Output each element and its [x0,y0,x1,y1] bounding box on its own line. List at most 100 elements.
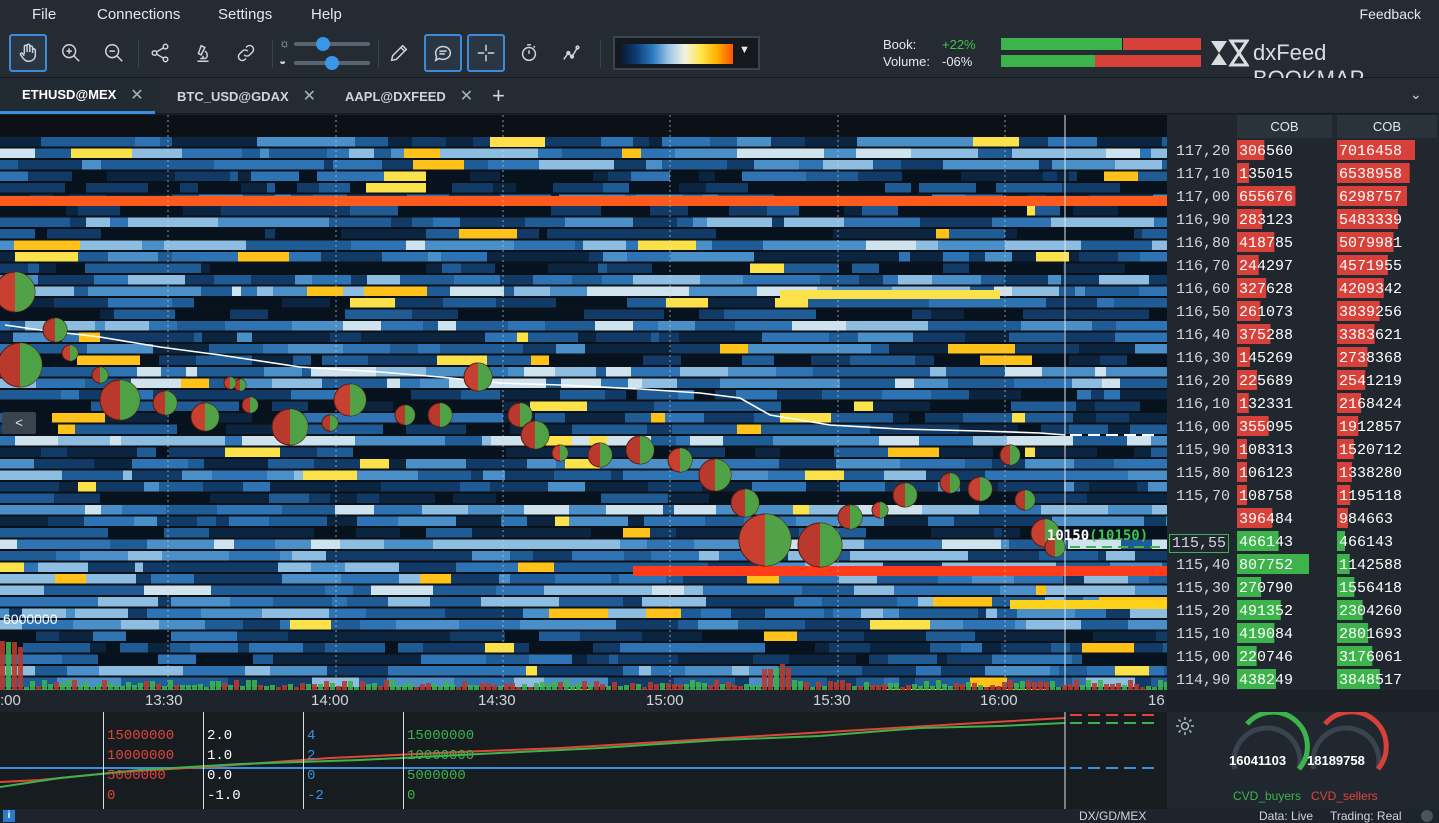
heatmap-cell [623,597,642,607]
zoom-out-button[interactable] [95,34,133,72]
heatmap-cell [172,298,194,308]
volume-bar [360,681,365,690]
heatmap-cell [625,413,651,423]
zoom-in-button[interactable] [52,34,90,72]
volume-bar [186,685,191,690]
add-tab-icon[interactable]: + [492,83,505,108]
heatmap-cell [1019,137,1048,147]
heatmap-cell [214,539,234,549]
cob-bar-right [1337,531,1345,551]
heatmap-cell [86,217,110,227]
heatmap-cell [169,413,211,423]
heatmap-cell [131,378,181,388]
stopwatch-button[interactable] [510,34,548,72]
heatmap-cell [0,620,22,630]
contrast-slider-knob[interactable] [325,56,339,70]
ladder-price: 115,00 [1176,649,1231,666]
tab-ethusd[interactable]: ETHUSD@MEX ✕ [0,78,155,114]
heatmap-cell [1050,666,1059,676]
heatmap-cell [1039,160,1052,170]
heatmap-cell [387,447,442,457]
heatmap-cell [1029,263,1040,273]
menu-help[interactable]: Help [311,6,342,23]
volume-bar [612,682,617,690]
indicator-pane[interactable]: 15000000 10000000 5000000 0 2.0 1.0 0.0 -1.0 4 2 0… [0,712,1167,809]
heatmap-cell [220,137,257,147]
heatmap-cell [601,217,620,227]
price-ladder[interactable]: COB COB 117,20 306560 7016458 117,10 135015 6… [1167,115,1439,690]
crosshair-button[interactable] [467,34,505,72]
hand-tool-button[interactable] [9,34,47,72]
heatmap-cell [73,620,121,630]
heatmap-cell [560,539,620,549]
pencil-button[interactable] [380,34,418,72]
close-icon[interactable]: ✕ [130,86,144,104]
heatmap-cell [487,355,531,365]
heatmap-cell [1033,378,1072,388]
menu-connections[interactable]: Connections [97,6,181,23]
collapse-panel-button[interactable]: < [2,412,36,434]
heatmap-cell [443,390,461,400]
tab-btc-usd[interactable]: BTC_USD@GDAX ✕ [155,78,323,114]
heatmap-cell [666,298,708,308]
cob-bar-left [1237,646,1257,666]
heatmap-cell [916,240,938,250]
chevron-down-icon[interactable]: ⌄ [1410,86,1422,102]
heatmap-cell [132,459,188,469]
close-icon[interactable]: ✕ [459,88,474,105]
ladder-price: 116,60 [1176,281,1231,298]
heatmap-cell [121,436,166,446]
heatmap-cell [623,470,681,480]
heatmap-cell [839,263,852,273]
heatmap-cell [743,275,786,285]
menu-settings[interactable]: Settings [218,6,273,23]
heatmap-cell [580,562,644,572]
microscope-button[interactable] [184,34,222,72]
heatmap-cell [366,608,420,618]
heatmap-cell [216,516,229,526]
volume-bar [324,681,329,690]
menu-file[interactable]: File [32,6,57,23]
share-button[interactable] [141,34,179,72]
heatmap-cell [510,551,533,561]
heatmap-cell [311,539,340,549]
heatmap-cell [1120,390,1167,400]
heatmap-cell [948,378,1014,388]
brightness-slider-knob[interactable] [315,37,330,51]
heatmap-cell [159,482,203,492]
heatmap-cell [459,229,517,239]
axis-value-col4: 10000000 [407,748,475,764]
colormap-dropdown[interactable]: ▼ [613,36,760,70]
heatmap-cell [260,148,269,158]
heatmap-cell [765,643,815,653]
heatmap-cell [454,275,500,285]
chat-button[interactable] [424,34,462,72]
feedback-link[interactable]: Feedback [1359,6,1421,22]
heatmap-cell [388,666,452,676]
tab-aapl[interactable]: AAPL@DXFEED ✕ [323,78,483,114]
cob-bar-right [1337,324,1375,344]
heatmap-cell [393,401,404,411]
heatmap-cell [98,597,127,607]
heatmap-cell [166,229,178,239]
strategy-button[interactable] [553,34,591,72]
heatmap-cell [22,608,66,618]
link-button[interactable] [227,34,265,72]
heatmap-cell [809,183,857,193]
brightness-slider[interactable] [294,42,370,46]
heatmap-cell [767,206,799,216]
heatmap-cell [322,677,359,687]
heatmap-cell [382,252,428,262]
heatmap-cell [919,183,976,193]
heatmap-chart[interactable]: 6000000 < 10150(10150) [0,115,1167,690]
gear-icon[interactable] [1173,714,1197,738]
close-icon[interactable]: ✕ [302,88,317,105]
heatmap-cell [535,413,565,423]
heatmap-cell [674,677,735,687]
heatmap-cell [1125,263,1157,273]
heatmap-cell [79,390,105,400]
heatmap-cell [389,459,406,469]
heatmap-cell [773,505,793,515]
heatmap-cell [0,229,35,239]
info-icon[interactable]: i [3,810,15,822]
